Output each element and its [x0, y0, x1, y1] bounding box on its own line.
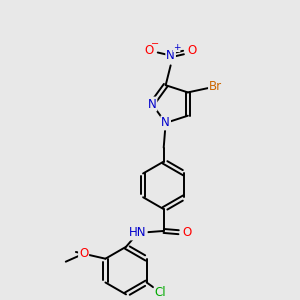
Text: O: O	[79, 247, 88, 260]
Text: +: +	[173, 43, 180, 52]
Text: N: N	[148, 98, 156, 111]
Text: N: N	[166, 49, 175, 62]
Text: HN: HN	[129, 226, 147, 239]
Text: Br: Br	[209, 80, 222, 93]
Text: O: O	[144, 44, 154, 57]
Text: Cl: Cl	[155, 286, 166, 299]
Text: N: N	[161, 116, 170, 129]
Text: O: O	[183, 226, 192, 239]
Text: O: O	[188, 44, 197, 57]
Text: −: −	[151, 39, 159, 49]
